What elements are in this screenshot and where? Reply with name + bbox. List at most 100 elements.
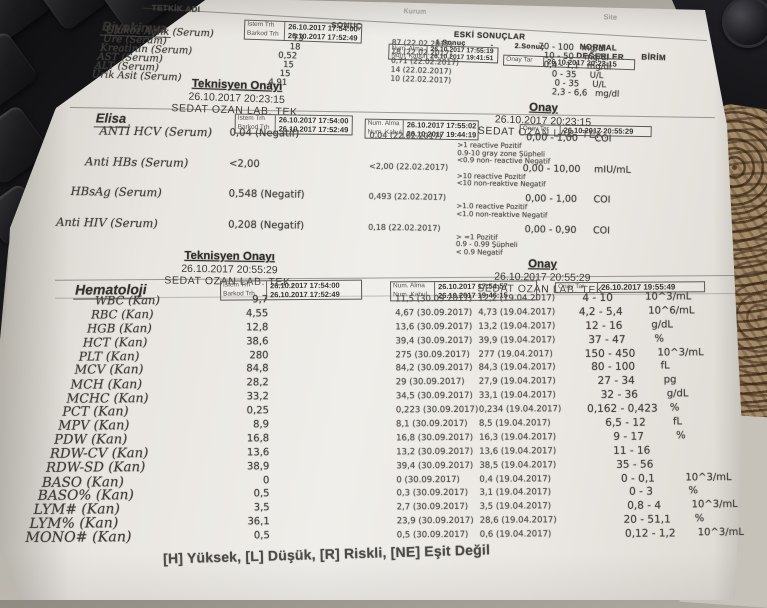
previous-result-1: 13,2 (30.09.2017) <box>396 446 474 458</box>
previous-result-2: 0,4 (19.04.2017) <box>479 473 551 485</box>
test-name: ANTİ HCV (Serum) <box>99 123 213 140</box>
interpretation-notes: > =1 Pozitif 0.9 - 0.99 Şüpheli < 0.9 Ne… <box>455 233 518 257</box>
previous-result-1: 84,2 (30.09.2017) <box>395 363 473 374</box>
normal-range: 35 - 56 <box>616 458 654 471</box>
test-result: 0,548 (Negatif) <box>228 188 305 201</box>
previous-result-1: 0 (30.09.2017) <box>396 474 460 485</box>
test-result: 0,25 <box>246 405 269 417</box>
previous-result-1: 275 (30.09.2017) <box>395 349 470 360</box>
interpretation-notes: >10 reactive Pozitif <10 non-reaktive Ne… <box>456 172 546 189</box>
previous-result-1: 13,6 (30.09.2017) <box>395 321 473 333</box>
previous-result-1: 2,7 (30.09.2017) <box>396 502 469 513</box>
normal-range: 4 - 10 <box>582 291 613 305</box>
onay-tar-label: Onay Tar <box>556 282 599 293</box>
approval-title: Teknisyen Onayı <box>184 249 275 264</box>
normal-range: 12 - 16 <box>585 319 623 332</box>
previous-result-2: 39,9 (19.04.2017) <box>478 334 556 346</box>
unit: 10^3/mL <box>645 291 692 303</box>
test-name: MCV (Kan) <box>74 362 144 378</box>
test-result: 16,8 <box>246 433 270 445</box>
previous-result-2: 277 (19.04.2017) <box>478 348 553 360</box>
divider <box>54 274 755 281</box>
unit: g/dL <box>651 319 674 331</box>
normal-range: 32 - 36 <box>600 388 638 402</box>
normal-range: 0,12 - 1,2 <box>624 527 676 540</box>
previous-result-1: 16,8 (30.09.2017) <box>396 432 474 444</box>
previous-result-1: 39,4 (30.09.2017) <box>395 335 473 347</box>
test-result: 84,8 <box>246 363 269 375</box>
unit: COI <box>593 224 611 236</box>
test-name: RBC (Kan) <box>90 306 154 322</box>
unit: COI <box>593 194 611 206</box>
normal-range: 9 - 17 <box>613 430 644 443</box>
normal-range: 0,8 - 4 <box>627 499 662 513</box>
normal-range: 37 - 47 <box>588 333 626 346</box>
unit: 10^3/mL <box>691 499 738 511</box>
test-result: 38,9 <box>247 460 270 473</box>
note-line: <10 non-reaktive Negatif <box>456 179 546 189</box>
previous-result-2: 33,1 (19.04.2017) <box>478 390 556 402</box>
previous-result-1: 0,493 (22.02.2017) <box>368 191 447 202</box>
test-name: WBC (Kan) <box>95 293 160 308</box>
divider <box>69 106 715 119</box>
section-hematoloji: Hematoloji İstem Trh 26.10.2017 17:54:00 … <box>20 274 765 546</box>
unit: 10^3/mL <box>685 471 732 483</box>
istem-label: İstem Trh <box>221 281 268 291</box>
test-result: 0,5 <box>253 530 270 542</box>
previous-result-2: 13,2 (19.04.2017) <box>478 321 556 332</box>
previous-result-1: 0,18 (22.02.2017) <box>368 222 441 233</box>
previous-result-2: 84,3 (19.04.2017) <box>478 362 556 374</box>
test-result: 36,1 <box>247 516 270 528</box>
unit: pg <box>663 374 677 386</box>
unit: % <box>688 485 699 497</box>
test-name: Anti HIV (Serum) <box>56 214 158 230</box>
interpretation-notes: >1.0 reactive Pozitif <1.0 non-reaktive … <box>456 202 548 220</box>
hematoloji-rows: WBC (Kan) 9,7 11,5 (30.09.2017) 12,2 (19… <box>20 291 767 546</box>
technician-approval-block: Teknisyen Onayı 26.10.2017 20:23:15 SEDA… <box>171 77 302 119</box>
note-line: <1.0 non-reaktive Negatif <box>456 209 548 220</box>
normal-range: 11 - 16 <box>613 444 651 457</box>
previous-result-2: 8,5 (19.04.2017) <box>478 418 551 429</box>
normal-range: 27 - 34 <box>597 375 635 388</box>
approval-title: Onay <box>528 258 558 271</box>
previous-result-2: 12,2 (19.04.2017) <box>478 293 556 304</box>
test-result: 0,04 (Negatif) <box>229 127 300 140</box>
unit: g/dL <box>666 388 689 400</box>
test-name: Anti HBs (Serum) <box>85 153 189 170</box>
previous-result-2: 0,234 (19.04.2017) <box>478 404 562 415</box>
previous-result-2: 0,6 (19.04.2017) <box>479 529 552 540</box>
previous-result-1: 29 (30.09.2017) <box>395 377 465 388</box>
test-result: <2,00 <box>229 158 260 170</box>
previous-result-1: 4,67 (30.09.2017) <box>395 307 473 319</box>
column-header-site: Site <box>603 14 618 22</box>
note-line: < 0.9 Negatif <box>455 247 503 257</box>
unit: % <box>669 402 680 414</box>
normal-range: 4,2 - 5,4 <box>578 305 623 318</box>
normal-range: 0,00 - 0,90 <box>524 223 577 236</box>
test-name: HCT (Kan) <box>82 334 148 350</box>
previous-result-1: 11,5 (30.09.2017) <box>395 293 473 305</box>
unit <box>679 444 759 445</box>
test-name: PLT (Kan) <box>78 348 140 364</box>
unit: fL <box>660 360 670 372</box>
normal-range: 0 - 0,1 <box>620 472 655 485</box>
normal-range: 0 - 3 <box>629 486 653 499</box>
previous-result-1: 0,223 (30.09.2017) <box>395 404 479 416</box>
test-name: MONO# (Kan) <box>25 529 132 547</box>
unit: 10^3/mL <box>657 346 704 359</box>
previous-result-2: 3,5 (19.04.2017) <box>479 501 552 513</box>
test-result: 280 <box>249 349 269 361</box>
previous-result-2: 3,1 (19.04.2017) <box>479 487 552 499</box>
unit: fL <box>672 416 683 428</box>
result-flags-legend: [H] Yüksek, [L] Düşük, [R] Riskli, [NE] … <box>162 541 491 567</box>
test-result: 13,6 <box>246 447 270 459</box>
previous-result-1: 23,9 (30.09.2017) <box>396 516 474 527</box>
previous-result-1: 0,04 (22.02.2017) <box>369 130 443 141</box>
num-alma-label: Num. Alma <box>391 282 436 292</box>
test-result: 38,6 <box>246 335 269 348</box>
normal-range: 6,5 - 12 <box>605 416 646 429</box>
previous-result-1: 8,1 (30.09.2017) <box>395 418 468 430</box>
unit: 10^6/mL <box>648 305 695 317</box>
test-result: 4,55 <box>245 308 269 320</box>
